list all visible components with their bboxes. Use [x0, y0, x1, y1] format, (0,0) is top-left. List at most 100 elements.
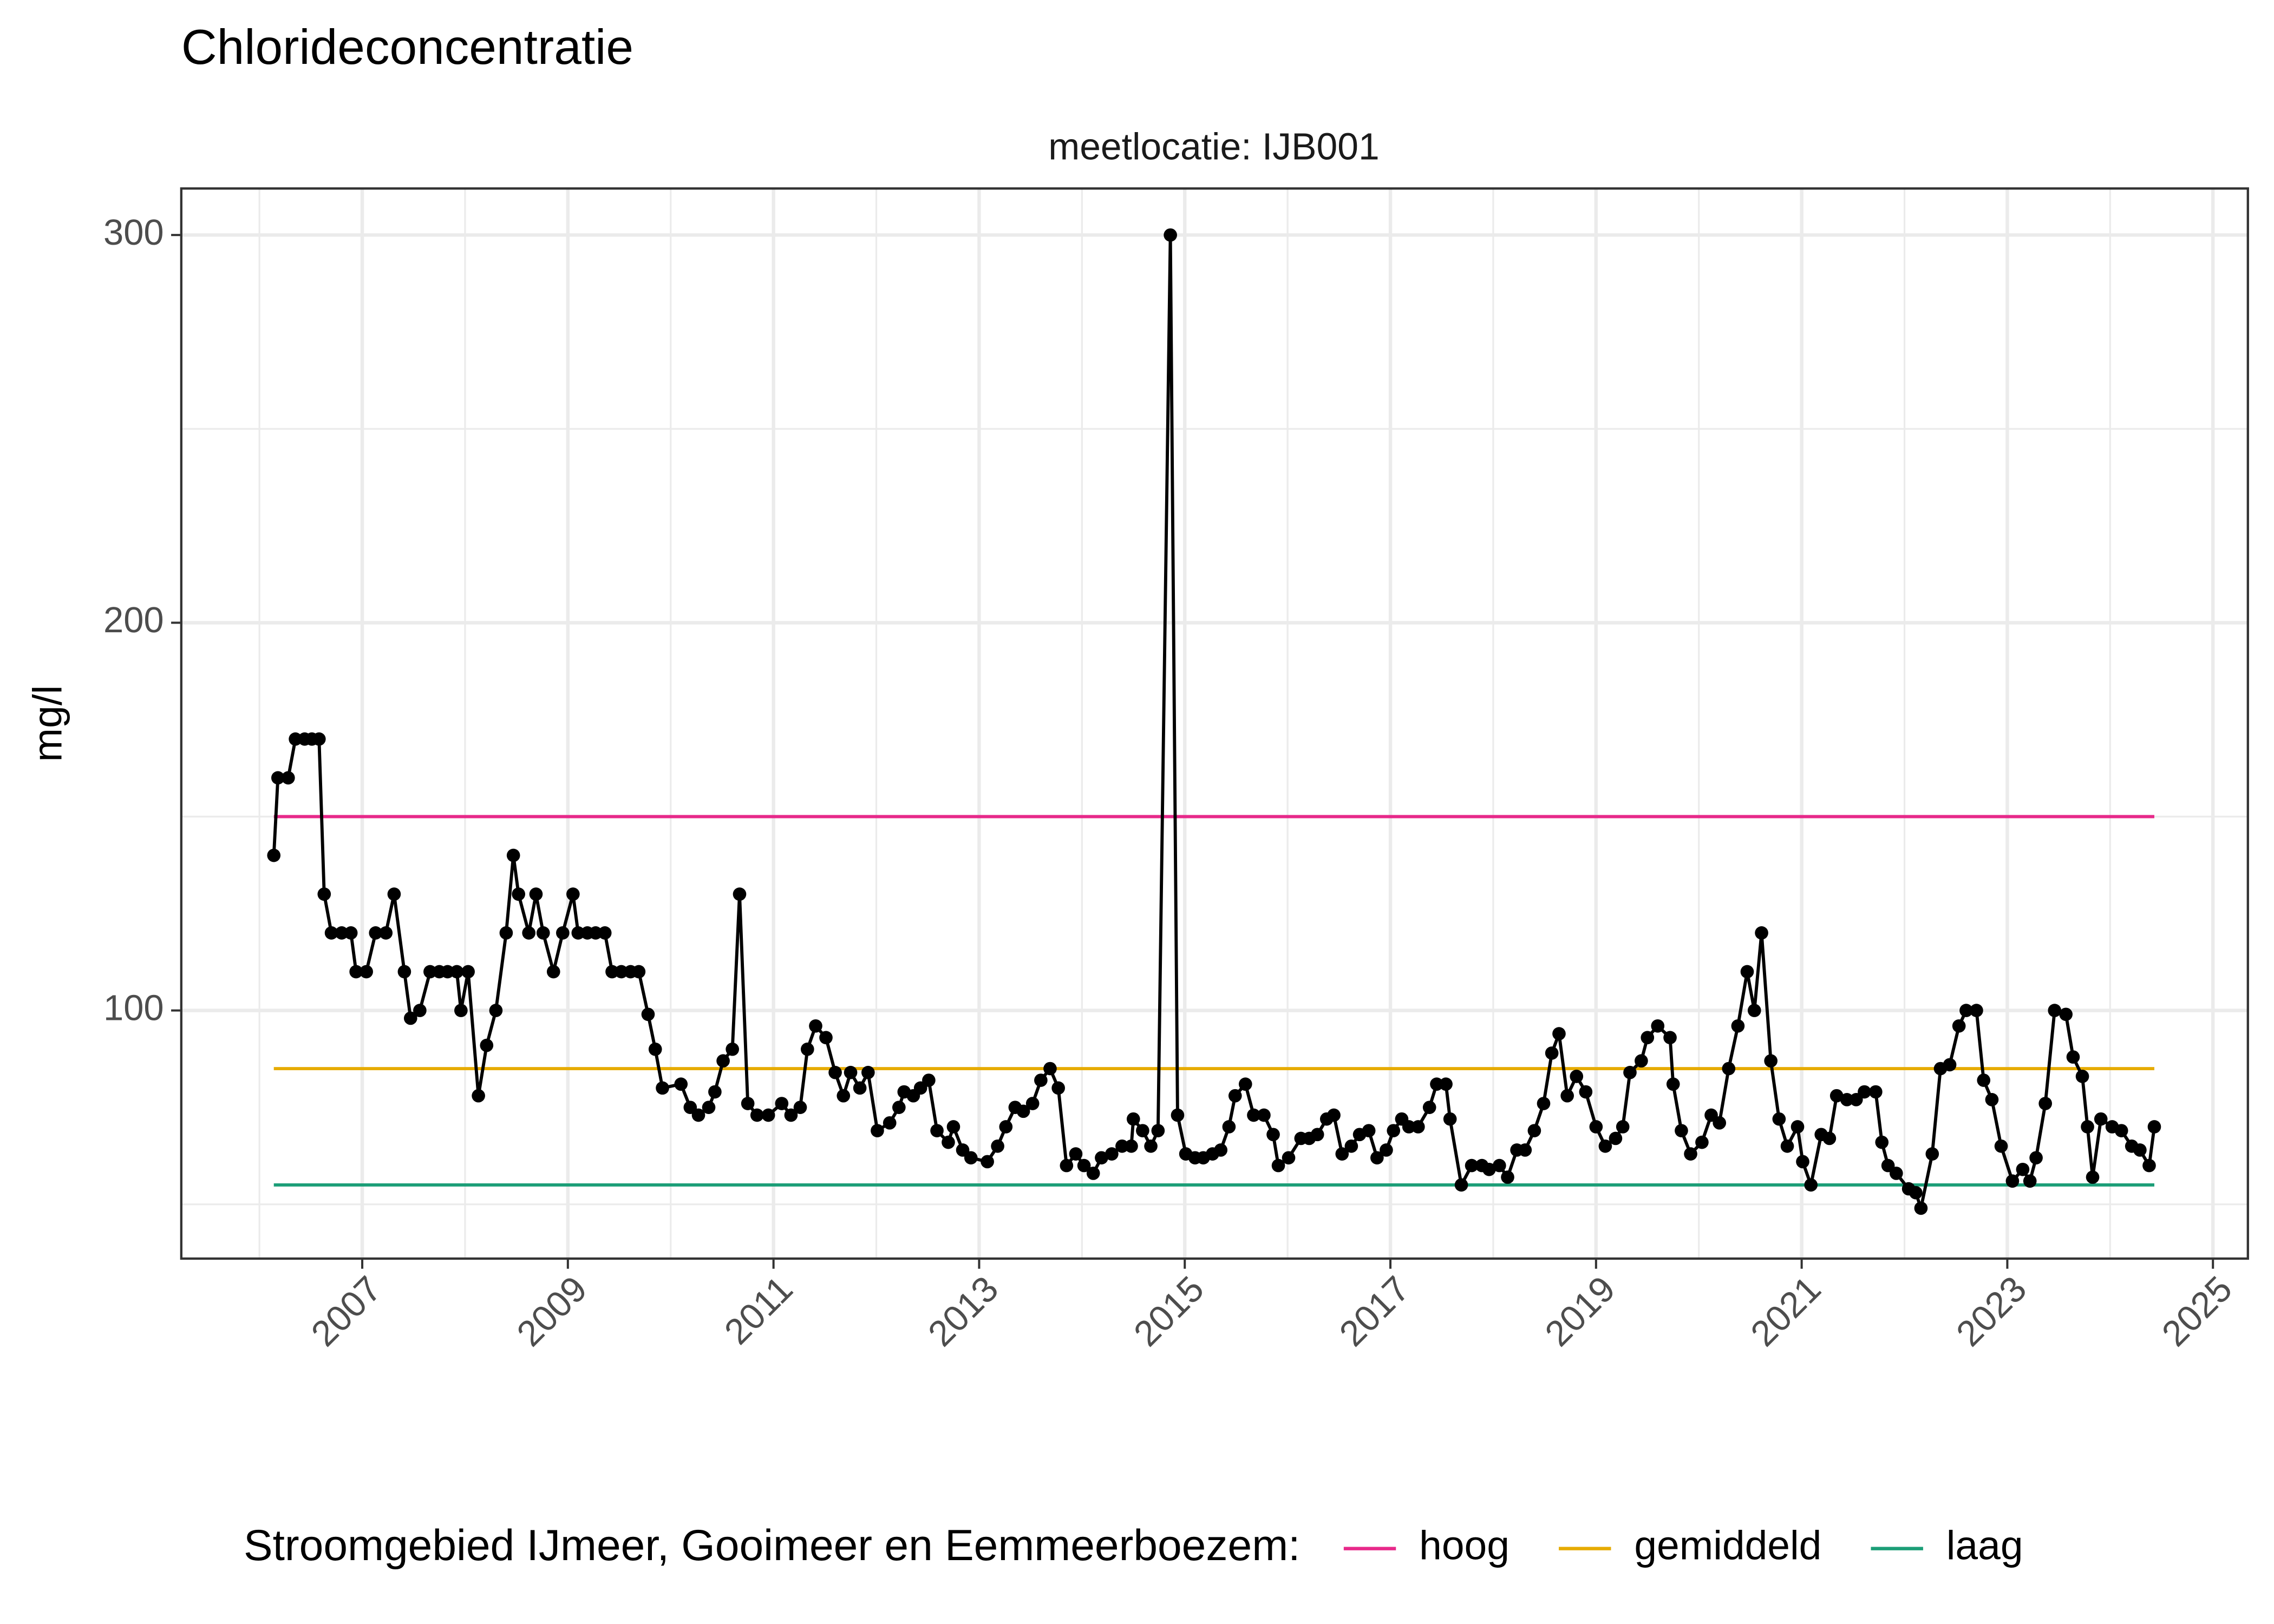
data-point — [1796, 1155, 1809, 1169]
data-point — [1482, 1162, 1496, 1176]
legend-label: laag — [1946, 1523, 2023, 1568]
data-point — [1430, 1077, 1443, 1091]
data-point — [1136, 1124, 1149, 1137]
data-point — [1780, 1139, 1794, 1153]
data-point — [999, 1120, 1013, 1134]
data-point — [1579, 1085, 1593, 1099]
data-point — [716, 1054, 730, 1068]
data-point — [844, 1065, 858, 1079]
data-point — [1772, 1112, 1786, 1126]
data-point — [605, 965, 619, 979]
data-point — [1344, 1139, 1358, 1153]
data-point — [1439, 1077, 1453, 1091]
data-point — [413, 1004, 427, 1017]
data-point — [1501, 1170, 1514, 1184]
data-point — [1043, 1062, 1057, 1076]
data-point — [360, 965, 373, 979]
data-point — [1675, 1124, 1688, 1137]
data-point — [741, 1097, 755, 1110]
data-point — [828, 1065, 842, 1079]
data-point — [1537, 1097, 1551, 1110]
data-point — [423, 965, 437, 979]
data-point — [793, 1101, 807, 1114]
chart-title: Chlorideconcentratie — [181, 20, 633, 75]
data-point — [379, 926, 393, 940]
data-point — [726, 1042, 739, 1056]
data-point — [2023, 1174, 2037, 1188]
data-point — [1387, 1124, 1401, 1137]
data-point — [461, 965, 475, 979]
panel-border — [180, 187, 2249, 1260]
data-point — [1086, 1167, 1100, 1180]
data-point — [1589, 1120, 1603, 1134]
data-point — [317, 887, 331, 901]
data-point — [1126, 1112, 1140, 1126]
data-point — [450, 965, 464, 979]
data-point — [1909, 1186, 1923, 1200]
data-point — [1222, 1120, 1236, 1134]
data-point — [546, 965, 560, 979]
data-point — [1755, 926, 1768, 940]
data-point — [472, 1089, 485, 1103]
data-point — [1663, 1031, 1677, 1045]
y-tick-label: 300 — [103, 212, 164, 253]
data-point — [1069, 1147, 1083, 1161]
data-point — [1641, 1031, 1655, 1045]
data-point — [1970, 1004, 1983, 1017]
data-point — [1077, 1158, 1091, 1173]
data-point — [571, 926, 585, 940]
data-point — [1925, 1147, 1939, 1161]
data-point — [1060, 1158, 1074, 1173]
data-point — [1959, 1004, 1973, 1017]
data-point — [809, 1019, 822, 1033]
data-point — [1977, 1073, 1991, 1087]
data-point — [1651, 1019, 1665, 1033]
data-point — [2147, 1120, 2161, 1134]
data-point — [349, 965, 363, 979]
data-point — [1560, 1089, 1574, 1103]
data-point — [1695, 1135, 1709, 1149]
data-point — [1402, 1120, 1416, 1134]
data-point — [1869, 1085, 1883, 1099]
data-point — [2066, 1050, 2080, 1064]
data-point — [566, 887, 580, 901]
data-point — [946, 1120, 960, 1134]
data-point — [871, 1124, 884, 1137]
data-point — [632, 965, 646, 979]
data-point — [403, 1011, 417, 1025]
data-point — [2075, 1070, 2089, 1083]
data-point — [1095, 1151, 1108, 1165]
legend: Stroomgebied IJmeer, Gooimeer en Eemmeer… — [244, 1521, 2023, 1570]
data-point — [1858, 1085, 1871, 1099]
data-point — [691, 1108, 705, 1122]
data-point — [556, 926, 570, 940]
data-point — [1829, 1089, 1844, 1103]
data-point — [1422, 1101, 1436, 1114]
data-point — [1666, 1077, 1680, 1091]
data-point — [648, 1042, 662, 1056]
data-point — [1016, 1104, 1030, 1118]
data-point — [1493, 1158, 1506, 1173]
data-point — [441, 965, 454, 979]
data-point — [1552, 1027, 1566, 1040]
data-point — [2081, 1120, 2094, 1134]
facet-label: meetlocatie: IJB001 — [1048, 125, 1380, 167]
data-point — [1025, 1097, 1040, 1110]
data-point — [1034, 1073, 1048, 1087]
data-point — [1545, 1046, 1559, 1060]
data-point — [2029, 1151, 2043, 1165]
data-point — [1952, 1019, 1966, 1033]
data-point — [536, 926, 550, 940]
data-point — [1380, 1143, 1393, 1157]
plot-area — [267, 228, 2161, 1215]
y-tick-label: 100 — [103, 987, 164, 1028]
data-point — [2038, 1097, 2053, 1110]
data-point — [522, 926, 536, 940]
data-point — [1443, 1112, 1457, 1126]
data-point — [369, 926, 383, 940]
data-point — [615, 965, 628, 979]
data-point — [1214, 1143, 1228, 1157]
data-point — [2133, 1143, 2147, 1157]
data-point — [289, 732, 302, 746]
data-point — [1943, 1058, 1957, 1072]
